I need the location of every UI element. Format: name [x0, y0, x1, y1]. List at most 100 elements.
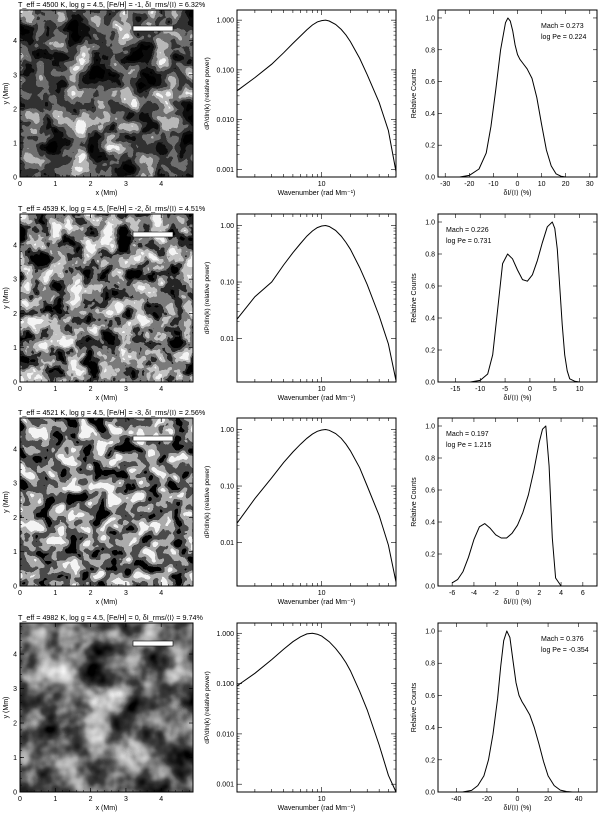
stat-annotation: Mach = 0.226 — [446, 227, 489, 234]
y-tick-label: 1.0 — [425, 629, 435, 636]
y-tick-label: 1 — [13, 140, 17, 147]
x-tick-label: 3 — [124, 796, 128, 803]
panel-title: T_eff = 4539 K, log g = 4.5, [Fe/H] = -2… — [18, 204, 206, 213]
y-tick-label: 0.8 — [425, 661, 435, 668]
x-axis-label: x (Mm) — [96, 599, 118, 606]
y-axis-label: dP/dln(k) (relative power) — [204, 262, 211, 335]
x-tick-label: 3 — [124, 590, 128, 597]
x-tick-label: 10 — [538, 181, 546, 188]
x-axis-label: δI/⟨I⟩ (%) — [503, 598, 531, 606]
x-tick-label: 1 — [53, 181, 57, 188]
y-tick-label: 4 — [13, 446, 17, 453]
y-axis-label: dP/dln(k) (relative power) — [204, 57, 211, 130]
y-tick-label: 0.4 — [425, 725, 435, 732]
y-tick-label: 0.2 — [425, 143, 435, 150]
x-tick-label: -20 — [482, 796, 492, 803]
y-tick-label: 2 — [13, 515, 17, 522]
y-axis-label: dP/dln(k) (relative power) — [204, 466, 211, 539]
granulation-image — [20, 623, 193, 792]
stat-annotation: Mach = 0.376 — [541, 636, 584, 643]
plot-frame — [236, 622, 397, 793]
histogram-panel: -15 -10 -5 0 5 10 0.0 0.2 0.4 0.6 0.8 1.0 δI/⟨I⟩ (%)… — [411, 213, 598, 402]
y-tick-label: 0.2 — [425, 757, 435, 764]
x-axis-label: δI/⟨I⟩ (%) — [503, 804, 531, 812]
y-axis-label: Relative Counts — [411, 477, 418, 527]
x-tick-label: 0 — [18, 796, 22, 803]
x-axis-label: x (Mm) — [96, 190, 118, 197]
y-axis-label: dP/dln(k) (relative power) — [204, 671, 211, 744]
histogram-line — [462, 630, 573, 793]
y-tick-label: 1.0 — [425, 220, 435, 227]
y-tick-label: 3 — [13, 277, 17, 284]
y-tick-label: 0 — [13, 790, 17, 797]
x-tick-label: -10 — [488, 181, 498, 188]
x-tick-label: 4 — [159, 181, 163, 188]
x-tick-label: 0 — [516, 796, 520, 803]
x-tick-label: 10 — [576, 386, 584, 393]
y-tick-label: 0.100 — [216, 67, 234, 74]
y-tick-label: 0.01 — [220, 540, 234, 547]
x-tick-label: 0 — [18, 386, 22, 393]
y-tick-label: 1.0 — [425, 15, 435, 22]
granulation-panel: T_eff = 4982 K, log g = 4.5, [Fe/H] = 0,… — [3, 613, 203, 812]
panel-title: T_eff = 4521 K, log g = 4.5, [Fe/H] = -3… — [18, 408, 206, 417]
y-tick-label: 0.8 — [425, 252, 435, 259]
y-tick-label: 0.6 — [425, 284, 435, 291]
y-tick-label: 1 — [13, 755, 17, 762]
x-axis-label: δI/⟨I⟩ (%) — [503, 394, 531, 402]
x-tick-label: 20 — [562, 181, 570, 188]
x-tick-label: 10 — [318, 590, 326, 597]
x-tick-label: 4 — [159, 386, 163, 393]
x-tick-label: 6 — [581, 590, 585, 597]
power-spectrum-line — [236, 19, 397, 172]
y-tick-label: 0.0 — [425, 584, 435, 591]
x-axis-label: Wavenumber (rad Mm⁻¹) — [278, 395, 356, 402]
plot-frame — [19, 9, 194, 178]
histogram-line — [459, 17, 566, 178]
y-tick-label: 3 — [13, 72, 17, 79]
x-tick-label: 10 — [318, 796, 326, 803]
plot-frame — [19, 417, 194, 587]
plot-frame — [437, 213, 598, 383]
y-tick-label: 1.0 — [425, 424, 435, 431]
histogram-panel: -6 -4 -2 0 2 4 6 0.0 0.2 0.4 0.6 0.8 1.0 δI/⟨I⟩ (%) Re… — [411, 417, 598, 606]
y-tick-label: 0.100 — [216, 681, 234, 688]
x-tick-label: 4 — [559, 590, 563, 597]
y-tick-label: 0.10 — [220, 484, 234, 491]
y-tick-label: 0.0 — [425, 175, 435, 182]
y-tick-label: 3 — [13, 686, 17, 693]
x-axis-label: x (Mm) — [96, 805, 118, 812]
y-tick-label: 3 — [13, 481, 17, 488]
y-axis-label: y (Mm) — [3, 697, 10, 719]
y-tick-label: 0.6 — [425, 693, 435, 700]
x-tick-label: 4 — [159, 796, 163, 803]
stat-annotation: log Pe = -0.354 — [541, 647, 589, 654]
y-tick-label: 0.001 — [216, 167, 234, 174]
histogram-panel: -40 -20 0 20 40 0.0 0.2 0.4 0.6 0.8 1.0 δI/⟨I⟩ (%) R… — [411, 622, 598, 812]
scale-bar — [132, 25, 174, 32]
plot-frame — [236, 417, 397, 587]
x-axis-label: Wavenumber (rad Mm⁻¹) — [278, 190, 356, 197]
granulation-image — [20, 214, 193, 382]
y-tick-label: 0 — [13, 380, 17, 387]
x-tick-label: 2 — [89, 386, 93, 393]
stat-annotation: log Pe = 0.731 — [446, 238, 491, 245]
x-tick-label: 10 — [318, 386, 326, 393]
power-spectrum-panel: 10 0.001 0.010 0.100 1.000 Wavenumber (rad Mm… — [204, 9, 397, 197]
y-tick-label: 0.6 — [425, 488, 435, 495]
x-tick-label: -6 — [449, 590, 455, 597]
y-tick-label: 0.4 — [425, 520, 435, 527]
y-tick-label: 0.4 — [425, 111, 435, 118]
x-tick-label: 5 — [553, 386, 557, 393]
x-tick-label: 2 — [89, 590, 93, 597]
x-tick-label: 0 — [516, 181, 520, 188]
x-tick-label: 40 — [575, 796, 583, 803]
stat-annotation: Mach = 0.273 — [541, 23, 584, 30]
x-tick-label: 0 — [528, 386, 532, 393]
granulation-panel: T_eff = 4521 K, log g = 4.5, [Fe/H] = -3… — [3, 408, 206, 606]
x-axis-label: Wavenumber (rad Mm⁻¹) — [278, 599, 356, 606]
granulation-image — [20, 10, 193, 177]
y-tick-label: 1 — [13, 345, 17, 352]
y-tick-label: 0.0 — [425, 790, 435, 797]
